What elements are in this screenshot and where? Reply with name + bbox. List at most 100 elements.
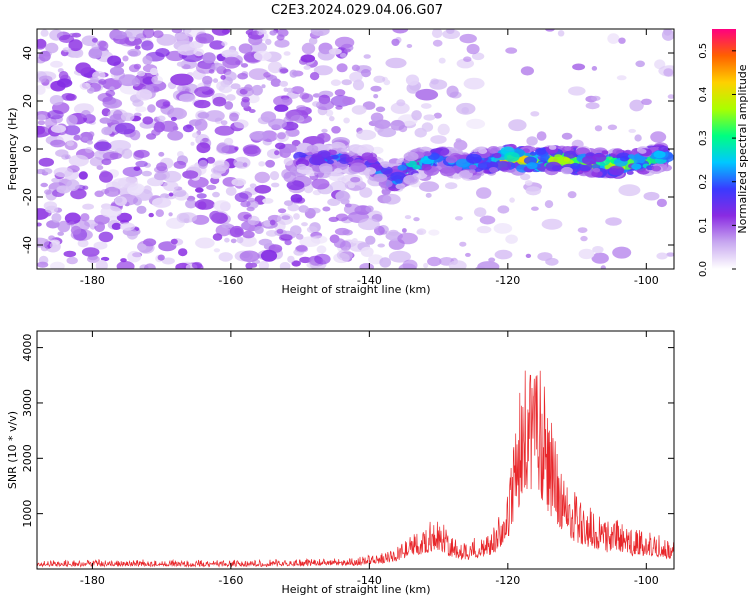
spectrogram-cell	[289, 69, 298, 78]
spectrogram-cell	[311, 178, 330, 190]
spectrogram-cell	[406, 82, 420, 94]
spectrogram-cell	[504, 152, 520, 162]
spectrogram-cell	[122, 55, 129, 62]
colorbar-tick-label: 0.2	[698, 174, 709, 190]
spectrogram-cell	[476, 187, 492, 199]
colorbar-tick-label: 0.0	[698, 261, 709, 277]
spectrogram-cell	[156, 162, 168, 172]
spectrogram-cell	[520, 66, 535, 76]
spectrogram-cell	[143, 238, 157, 247]
spectrogram-cell	[278, 208, 287, 214]
spectrogram-cell	[223, 137, 234, 146]
spectrogram-cell	[308, 37, 318, 45]
spectrogram-cell	[221, 49, 239, 59]
spectrogram-cell	[423, 151, 432, 157]
spectrogram-cell	[135, 160, 148, 168]
spectrogram-cell	[68, 154, 89, 167]
spectrogram-cell	[306, 145, 319, 153]
spectrogram-cell	[580, 235, 588, 242]
spectrogram-cell	[296, 244, 308, 252]
spectrogram-cell	[336, 63, 348, 73]
spectrogram-cell	[212, 233, 223, 241]
spectrogram-cell	[111, 222, 122, 230]
spectrogram-cell	[240, 222, 250, 230]
spectrogram-cell	[239, 235, 257, 247]
spectrogram-cell	[220, 75, 226, 80]
spectrogram-cell	[423, 114, 436, 121]
y-tick-label: 20	[21, 94, 34, 108]
spectrogram-cell	[253, 30, 259, 35]
spectrogram-cell	[40, 182, 48, 188]
spectrogram-cell	[211, 62, 224, 70]
spectrogram-cell	[293, 213, 300, 220]
spectrogram-cell	[56, 78, 73, 88]
spectrogram-cell	[551, 165, 562, 172]
spectrogram-cell	[185, 199, 197, 209]
spectrogram-cell	[137, 243, 147, 251]
spectrogram-cell	[263, 72, 271, 78]
spectrogram-cell	[88, 131, 95, 138]
spectrogram-cell	[291, 86, 305, 95]
spectrogram-cell	[601, 150, 609, 155]
spectrogram-cell	[459, 241, 467, 247]
spectrogram-cell	[251, 84, 263, 96]
spectrogram-cell	[476, 225, 492, 234]
spectrogram-cell	[475, 266, 486, 269]
colorbar-tick-label: 0.1	[698, 217, 709, 233]
spectrogram-cell	[661, 29, 674, 41]
spectrogram-cell	[257, 116, 271, 125]
snr-background	[37, 331, 674, 569]
spectrogram-cell	[243, 145, 261, 157]
spectrogram-cell	[358, 144, 375, 155]
spectrogram-cell	[463, 77, 485, 90]
spectrogram-cell	[656, 252, 668, 260]
spectrogram-cell	[418, 181, 440, 192]
spectrogram-cell	[283, 157, 293, 166]
spectrogram-cell	[99, 171, 113, 183]
spectrogram-cell	[160, 193, 170, 199]
spectrogram-cell	[295, 233, 304, 240]
spectrogram-cell	[395, 179, 403, 184]
spectrogram-cell	[124, 29, 145, 39]
spectrogram-cell	[213, 200, 231, 212]
spectrogram-cell	[448, 260, 467, 269]
spectrogram-cell	[411, 110, 422, 121]
spectrogram-cell	[277, 213, 294, 225]
spectrogram-cell	[65, 93, 77, 101]
spectrogram-cell	[173, 160, 187, 169]
spectrogram-cell	[337, 177, 347, 182]
spectrogram-cell	[300, 54, 316, 63]
spectrogram-cell	[612, 246, 632, 259]
spectrogram-cell	[38, 157, 54, 167]
spectrogram-cell	[278, 234, 293, 242]
spectrogram-cell	[616, 75, 627, 81]
spectrogram-cell	[309, 207, 321, 214]
spectrogram-cell	[658, 145, 669, 152]
spectrogram-cell	[350, 162, 367, 173]
spectrogram-cell	[361, 152, 374, 160]
snr-frame	[36, 330, 675, 570]
spectrogram-cell	[234, 146, 239, 151]
spectrogram-cell	[141, 170, 152, 177]
spectrogram-cell	[64, 125, 81, 136]
spectrogram-cell	[191, 261, 203, 269]
spectrogram-cell	[49, 242, 57, 249]
spectrogram-cell	[362, 101, 376, 110]
spectrogram-cell	[242, 230, 255, 239]
spectrogram-cell	[115, 197, 123, 203]
spectrogram-cell	[172, 125, 179, 131]
spectrogram-cell	[592, 246, 604, 254]
y-tick-label: -40	[21, 236, 34, 254]
spectrogram-cell	[283, 171, 297, 183]
spectrogram-cell	[374, 119, 391, 129]
spectrogram-cell	[375, 106, 386, 113]
spectrogram-cell	[334, 36, 355, 49]
spectrogram-cell	[453, 139, 468, 151]
spectrogram-cell	[246, 206, 255, 212]
spectrogram-cell	[98, 40, 109, 51]
spectrogram-cell	[214, 160, 225, 167]
spectrogram-cell	[98, 231, 114, 243]
spectrogram-cell	[429, 79, 448, 90]
spectrogram-cell	[331, 126, 341, 134]
